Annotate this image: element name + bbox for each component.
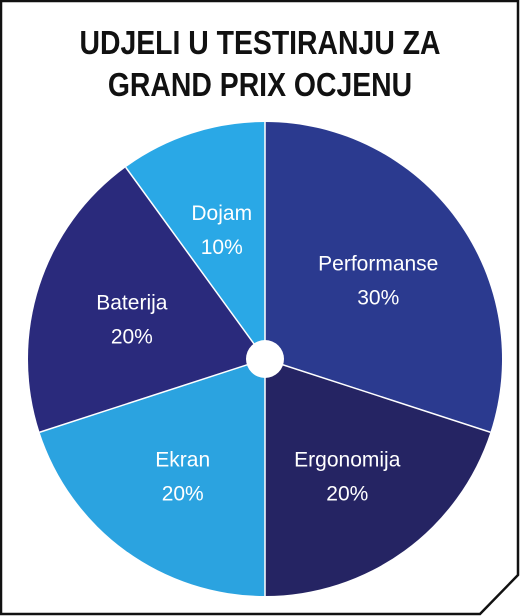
pie-slice-ekran	[39, 359, 265, 596]
center-hole	[246, 340, 284, 378]
slice-divider	[264, 358, 491, 433]
pie-slice-baterija	[28, 167, 265, 433]
slice-category-label: Performanse	[318, 253, 438, 276]
chart-title-line-2: GRAND PRIX OCJENU	[107, 66, 413, 103]
slice-value-label: 10%	[201, 236, 243, 259]
slice-category-label: Ekran	[155, 448, 210, 471]
slice-value-label: 30%	[357, 287, 399, 310]
slice-category-label: Baterija	[96, 292, 168, 315]
pie-slice-ergonomija	[265, 359, 491, 596]
pie-slices	[28, 122, 502, 596]
slice-value-label: 20%	[111, 326, 153, 349]
slice-category-label: Ergonomija	[294, 448, 401, 471]
chart-title-line-1: UDJELI U TESTIRANJU ZA	[79, 24, 441, 61]
slice-value-label: 20%	[162, 482, 204, 505]
slice-value-label: 20%	[326, 482, 368, 505]
pie-slice-dojam	[125, 122, 266, 359]
slice-divider	[125, 166, 266, 360]
pie-slice-performanse	[265, 122, 502, 433]
chart-title: UDJELI U TESTIRANJU ZA GRAND PRIX OCJENU	[36, 22, 483, 106]
slice-divider	[39, 358, 266, 433]
slice-category-label: Dojam	[191, 202, 252, 225]
slice-labels: Performanse 30% Ergonomija 20% Ekran 20% Bater…	[96, 202, 438, 505]
slice-dividers	[39, 122, 491, 596]
